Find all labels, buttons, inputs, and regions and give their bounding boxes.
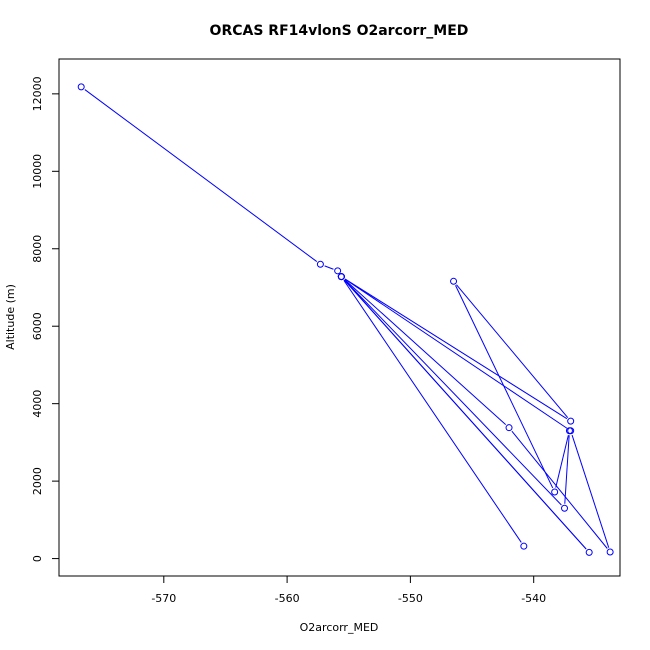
series-line-segment bbox=[343, 280, 522, 543]
y-tick-label: 8000 bbox=[31, 235, 44, 263]
y-tick-label: 4000 bbox=[31, 390, 44, 418]
data-point bbox=[337, 273, 345, 281]
y-tick-label: 6000 bbox=[31, 312, 44, 340]
y-tick-label: 10000 bbox=[31, 154, 44, 189]
series-line-segment bbox=[456, 284, 569, 418]
series-line-segment bbox=[344, 278, 568, 429]
y-tick-label: 0 bbox=[31, 555, 44, 562]
data-point bbox=[77, 83, 85, 91]
data-point bbox=[450, 277, 458, 285]
data-point bbox=[606, 548, 614, 556]
x-axis-label: O2arcorr_MED bbox=[300, 621, 379, 634]
data-point bbox=[585, 548, 593, 556]
data-point bbox=[551, 488, 559, 496]
x-tick-label: -570 bbox=[151, 592, 176, 605]
x-tick-label: -550 bbox=[398, 592, 423, 605]
y-axis: 0 2000 4000 6000 8000 10000 12000 bbox=[31, 76, 60, 562]
data-point bbox=[316, 260, 324, 268]
y-axis-label: Altitude (m) bbox=[4, 284, 17, 350]
series-line-segment bbox=[343, 279, 587, 550]
series-line-segment bbox=[511, 430, 608, 549]
series-line-segment bbox=[564, 435, 570, 504]
y-tick-label: 2000 bbox=[31, 467, 44, 495]
x-tick-label: -560 bbox=[275, 592, 300, 605]
series-line-segment bbox=[555, 435, 569, 488]
chart-title: ORCAS RF14vlonS O2arcorr_MED bbox=[210, 23, 469, 39]
series-line-segment bbox=[344, 278, 568, 420]
series-line-segment bbox=[84, 89, 318, 262]
series-layer bbox=[77, 83, 614, 556]
data-point bbox=[561, 504, 569, 512]
data-point bbox=[520, 542, 528, 550]
data-point bbox=[505, 424, 513, 432]
series-line-segment bbox=[324, 265, 334, 270]
x-tick-label: -540 bbox=[521, 592, 546, 605]
x-axis: -570 -560 -550 -540 bbox=[151, 575, 546, 605]
series-line-segment bbox=[344, 279, 562, 506]
y-tick-label: 12000 bbox=[31, 76, 44, 111]
series-line-segment bbox=[344, 279, 507, 426]
data-point bbox=[567, 427, 575, 435]
series-line-segment bbox=[571, 434, 610, 548]
data-point bbox=[567, 417, 575, 425]
data-point bbox=[334, 267, 342, 275]
